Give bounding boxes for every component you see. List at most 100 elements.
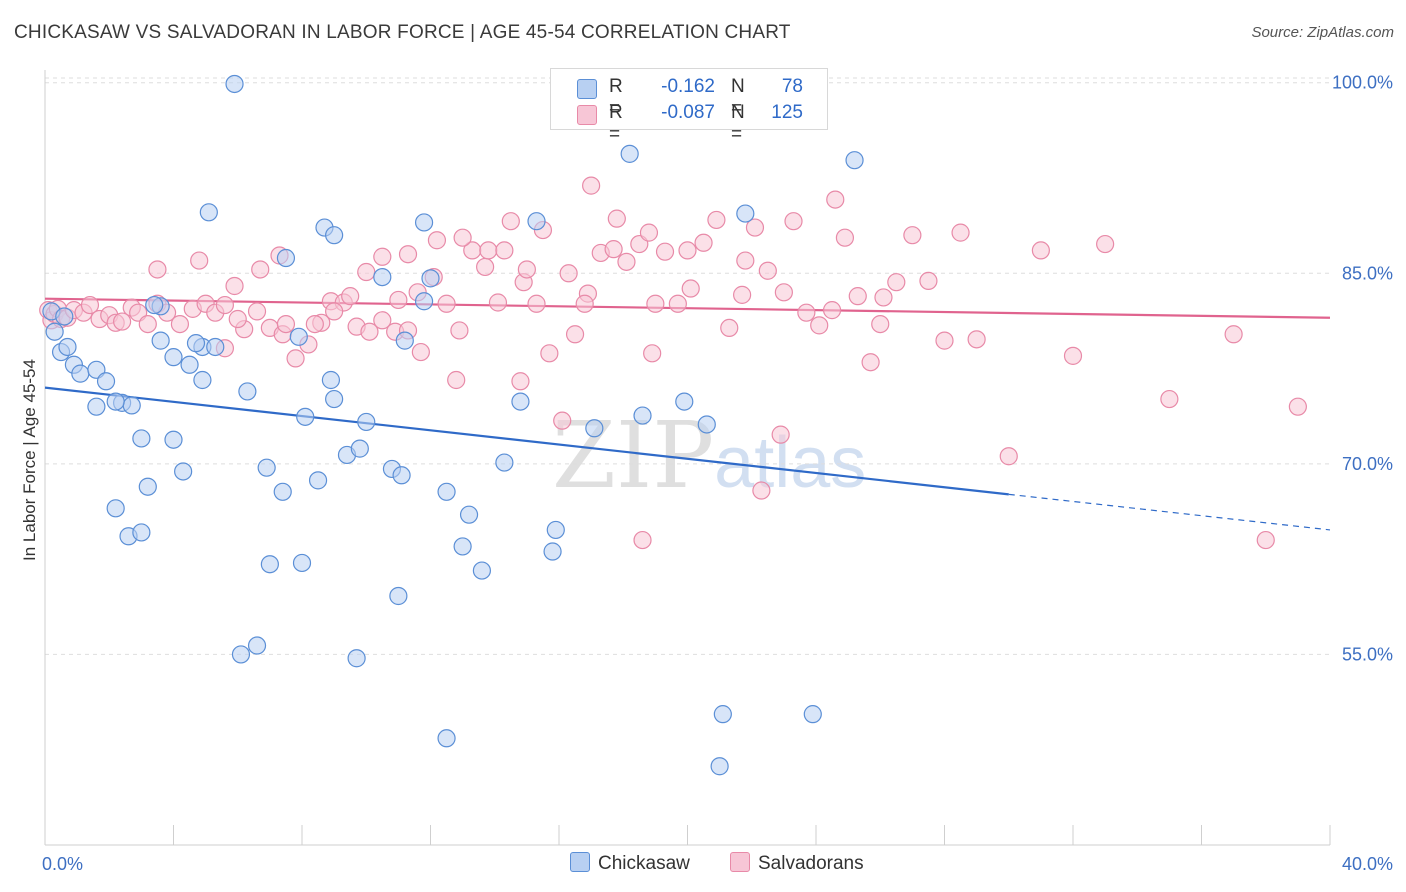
watermark-atlas: atlas bbox=[714, 423, 867, 503]
salvadoran-point bbox=[357, 262, 376, 282]
y-tick-labels: 55.0% 70.0% 85.0% 100.0% bbox=[1332, 73, 1393, 665]
salvadoran-swatch bbox=[577, 105, 597, 125]
salvadoran-point bbox=[495, 241, 514, 260]
salvadoran-point bbox=[411, 342, 430, 362]
chickasaw-trend-line bbox=[44, 386, 1009, 496]
chickasaw-point bbox=[122, 396, 141, 415]
salvadoran-point bbox=[360, 322, 379, 341]
legend-n-label: N = bbox=[731, 76, 745, 119]
chickasaw-point bbox=[257, 458, 276, 477]
salvadoran-point bbox=[1063, 346, 1083, 365]
salvadoran-point bbox=[1224, 325, 1243, 344]
salvadoran-point bbox=[694, 233, 713, 252]
chickasaw-point bbox=[225, 74, 244, 94]
salvadoran-point bbox=[810, 316, 829, 335]
salvadoran-point bbox=[668, 294, 687, 313]
salvadoran-point bbox=[450, 321, 469, 340]
chickasaw-point bbox=[392, 466, 411, 485]
legend-n-value: 78 bbox=[781, 76, 803, 97]
salvadoran-point bbox=[707, 210, 726, 230]
salvadoran-point bbox=[646, 294, 665, 313]
salvadoran-point bbox=[919, 271, 938, 291]
salvadoran-point bbox=[575, 294, 594, 313]
chickasaw-point bbox=[437, 482, 456, 501]
x-tick-label: 0.0% bbox=[42, 854, 83, 874]
salvadoran-points bbox=[39, 176, 1307, 550]
chickasaw-point bbox=[543, 542, 562, 561]
salvadoran-point bbox=[999, 447, 1018, 466]
chickasaw-point bbox=[174, 462, 193, 481]
chickasaw-point bbox=[710, 757, 729, 776]
chickasaw-point bbox=[620, 144, 639, 163]
salvadoran-point bbox=[633, 530, 652, 550]
chickasaw-point bbox=[106, 499, 125, 518]
chickasaw-point bbox=[206, 337, 225, 357]
chickasaw-point bbox=[414, 213, 434, 232]
salvadoran-point bbox=[286, 349, 305, 368]
salvadoran-point bbox=[228, 309, 247, 329]
salvadoran-point bbox=[373, 311, 392, 330]
y-tick-label: 85.0% bbox=[1342, 263, 1393, 283]
salvadoran-point bbox=[559, 264, 578, 283]
chickasaw-point bbox=[803, 705, 822, 724]
salvadoran-point bbox=[511, 372, 530, 391]
salvadoran-point bbox=[1288, 397, 1307, 416]
chickasaw-point bbox=[132, 429, 151, 448]
chart-source: Source: ZipAtlas.com bbox=[1251, 24, 1394, 41]
salvadoran-point bbox=[341, 287, 360, 306]
chickasaw-point bbox=[495, 453, 514, 472]
legend-r-value: -0.087 bbox=[661, 102, 715, 123]
salvadoran-point bbox=[752, 481, 771, 500]
salvadoran-point bbox=[225, 276, 244, 296]
chickasaw-point bbox=[231, 645, 251, 664]
salvadoran-point bbox=[251, 260, 270, 279]
salvadoran-point bbox=[148, 260, 167, 279]
chickasaw-point bbox=[373, 267, 392, 287]
salvadoran-point bbox=[501, 212, 520, 231]
salvadoran-point bbox=[517, 260, 536, 279]
y-tick-label: 55.0% bbox=[1342, 644, 1393, 664]
chickasaw-point bbox=[276, 248, 296, 268]
salvadoran-point bbox=[138, 314, 157, 334]
salvadoran-point bbox=[479, 241, 498, 260]
chickasaw-point bbox=[193, 370, 212, 390]
legend-label-chickasaw: Chickasaw bbox=[598, 853, 690, 874]
salvadoran-point bbox=[826, 190, 845, 209]
chickasaw-point bbox=[180, 355, 199, 374]
chickasaw-point bbox=[414, 292, 434, 311]
chickasaw-point bbox=[273, 482, 292, 501]
chickasaw-point bbox=[55, 307, 74, 326]
chickasaw-point bbox=[395, 331, 414, 350]
salvadoran-point bbox=[951, 223, 970, 242]
salvadoran-point bbox=[617, 252, 636, 271]
salvadoran-point bbox=[604, 240, 623, 259]
salvadoran-trend-line bbox=[44, 297, 1331, 319]
chickasaw-point bbox=[713, 705, 732, 724]
chickasaw-point bbox=[96, 372, 116, 391]
salvadoran-point bbox=[848, 287, 867, 306]
x-tick-labels: 0.0% 40.0% bbox=[42, 854, 1393, 874]
salvadoran-point bbox=[305, 314, 324, 334]
chickasaw-point bbox=[633, 406, 652, 425]
chickasaw-point bbox=[58, 337, 77, 357]
chickasaw-point bbox=[697, 415, 716, 434]
legend-label-salvadorans: Salvadorans bbox=[758, 853, 864, 874]
salvadoran-point bbox=[935, 331, 954, 350]
chickasaw-point bbox=[845, 151, 864, 170]
salvadoran-point bbox=[887, 273, 906, 292]
legend-item-chickasaw: Chickasaw bbox=[570, 852, 690, 875]
salvadoran-point bbox=[447, 370, 466, 390]
salvadoran-point bbox=[437, 294, 456, 313]
chickasaw-point bbox=[164, 430, 183, 449]
salvadoran-point bbox=[527, 294, 546, 313]
chickasaw-point bbox=[736, 204, 755, 223]
salvadoran-point bbox=[476, 257, 495, 277]
chickasaw-point bbox=[459, 505, 479, 524]
chickasaw-point bbox=[389, 586, 408, 606]
salvadoran-point bbox=[797, 303, 816, 322]
salvadoran-point bbox=[835, 228, 855, 247]
chickasaw-point bbox=[357, 412, 376, 432]
salvadoran-point bbox=[639, 223, 659, 242]
legend-r-label: R = bbox=[609, 76, 623, 119]
chickasaw-point bbox=[437, 729, 456, 748]
